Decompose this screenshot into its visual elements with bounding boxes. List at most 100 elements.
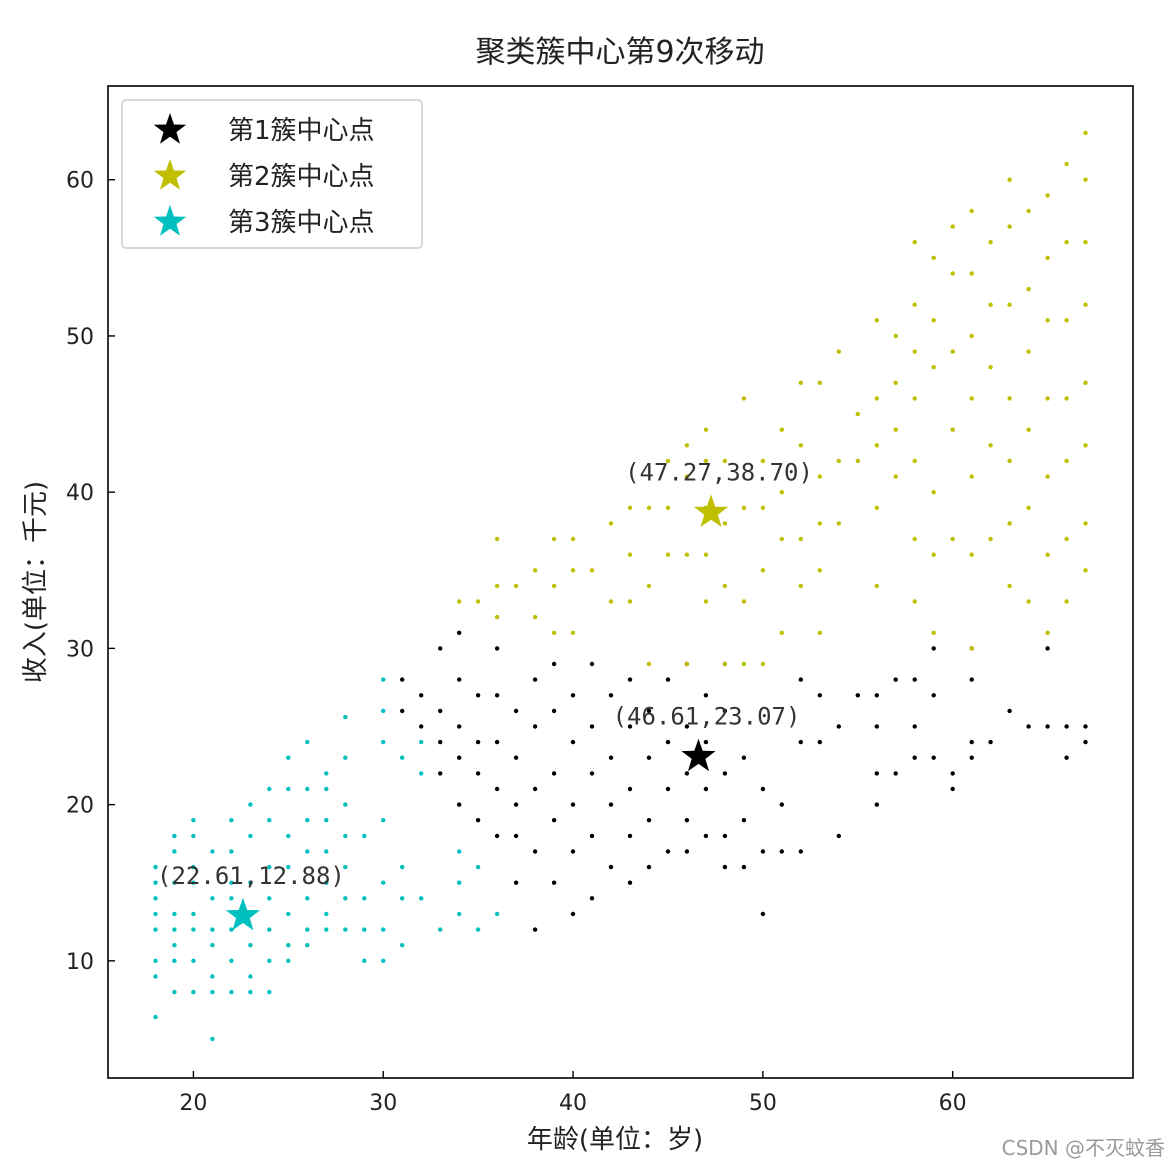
data-point (191, 911, 196, 917)
data-point (457, 630, 462, 635)
data-point (950, 427, 955, 432)
data-point (912, 396, 917, 401)
data-point (248, 943, 253, 948)
data-point (931, 552, 936, 557)
y-tick-label: 40 (66, 481, 94, 506)
data-point (779, 802, 784, 807)
plot-points (153, 130, 1088, 1042)
data-point (1026, 724, 1031, 729)
data-point (1045, 552, 1050, 557)
data-point (608, 755, 614, 760)
data-point (153, 958, 158, 963)
data-point (286, 755, 291, 760)
data-point (191, 958, 196, 963)
data-point (305, 927, 310, 932)
y-tick-label: 50 (66, 325, 94, 350)
data-point (1045, 474, 1050, 479)
center-annotation: (22.61,12.88) (157, 862, 345, 890)
data-point (589, 896, 595, 901)
x-tick-label: 40 (559, 1091, 587, 1116)
data-point (438, 646, 443, 651)
data-point (779, 536, 784, 542)
data-point (1045, 255, 1050, 260)
x-axis-label: 年龄(单位：岁) (527, 1125, 703, 1155)
data-point (419, 771, 424, 776)
data-point (874, 443, 879, 448)
data-point (343, 896, 348, 901)
data-point (969, 396, 974, 401)
data-point (438, 708, 443, 714)
data-point (1083, 240, 1088, 245)
data-point (438, 739, 443, 745)
data-point (950, 536, 955, 542)
data-point (1083, 739, 1088, 745)
data-point (665, 786, 671, 792)
data-point (912, 599, 917, 604)
data-point (874, 724, 879, 729)
data-point (324, 786, 329, 792)
data-point (1064, 240, 1069, 245)
data-point (722, 771, 728, 776)
plot-area (107, 85, 1134, 1079)
data-point (172, 880, 177, 885)
data-point (760, 458, 766, 464)
data-point (267, 818, 272, 823)
data-point (817, 693, 822, 698)
data-point (646, 755, 652, 760)
data-point (760, 505, 766, 510)
data-point (191, 880, 196, 885)
data-point (741, 599, 747, 604)
data-point (191, 833, 196, 839)
data-point (438, 927, 443, 932)
data-point (646, 505, 652, 510)
y-tick-label: 30 (66, 637, 94, 662)
data-point (457, 755, 462, 760)
data-point (893, 427, 898, 432)
data-point (400, 896, 405, 901)
data-point (457, 677, 462, 682)
data-point (551, 630, 557, 635)
data-point (457, 599, 462, 604)
data-point (494, 693, 500, 698)
data-point (248, 833, 253, 839)
data-point (665, 849, 671, 854)
data-point (532, 568, 538, 573)
data-point (798, 443, 803, 448)
legend-label: 第2簇中心点 (228, 162, 375, 192)
data-point (988, 365, 993, 370)
cluster-centers: (46.61,23.07) (47.27,38.70) (22.61,12.88) (157, 458, 813, 931)
data-point (627, 880, 633, 885)
data-point (381, 958, 386, 963)
data-point (874, 693, 879, 698)
data-point (1064, 536, 1069, 542)
data-point (229, 818, 234, 823)
data-point (153, 864, 158, 870)
data-point (494, 833, 500, 839)
data-point (210, 896, 215, 901)
data-point (286, 911, 291, 917)
data-point (267, 864, 272, 870)
data-point (684, 818, 690, 823)
data-point (1083, 130, 1088, 136)
data-point (400, 677, 405, 682)
data-point (153, 927, 158, 932)
data-point (665, 505, 671, 510)
data-point (874, 505, 879, 510)
data-point (646, 864, 652, 870)
data-point (1007, 302, 1012, 307)
data-point (855, 411, 860, 417)
data-point (1026, 427, 1031, 432)
data-point (836, 458, 841, 464)
data-point (210, 989, 215, 995)
data-point (589, 833, 595, 839)
data-point (722, 458, 728, 464)
data-point (1026, 349, 1031, 354)
data-point (912, 302, 917, 307)
data-point (684, 443, 690, 448)
data-point (1045, 193, 1050, 198)
data-point (779, 630, 784, 635)
data-point (950, 786, 955, 792)
data-point (532, 724, 538, 729)
data-point (248, 880, 253, 885)
data-point (931, 693, 936, 698)
